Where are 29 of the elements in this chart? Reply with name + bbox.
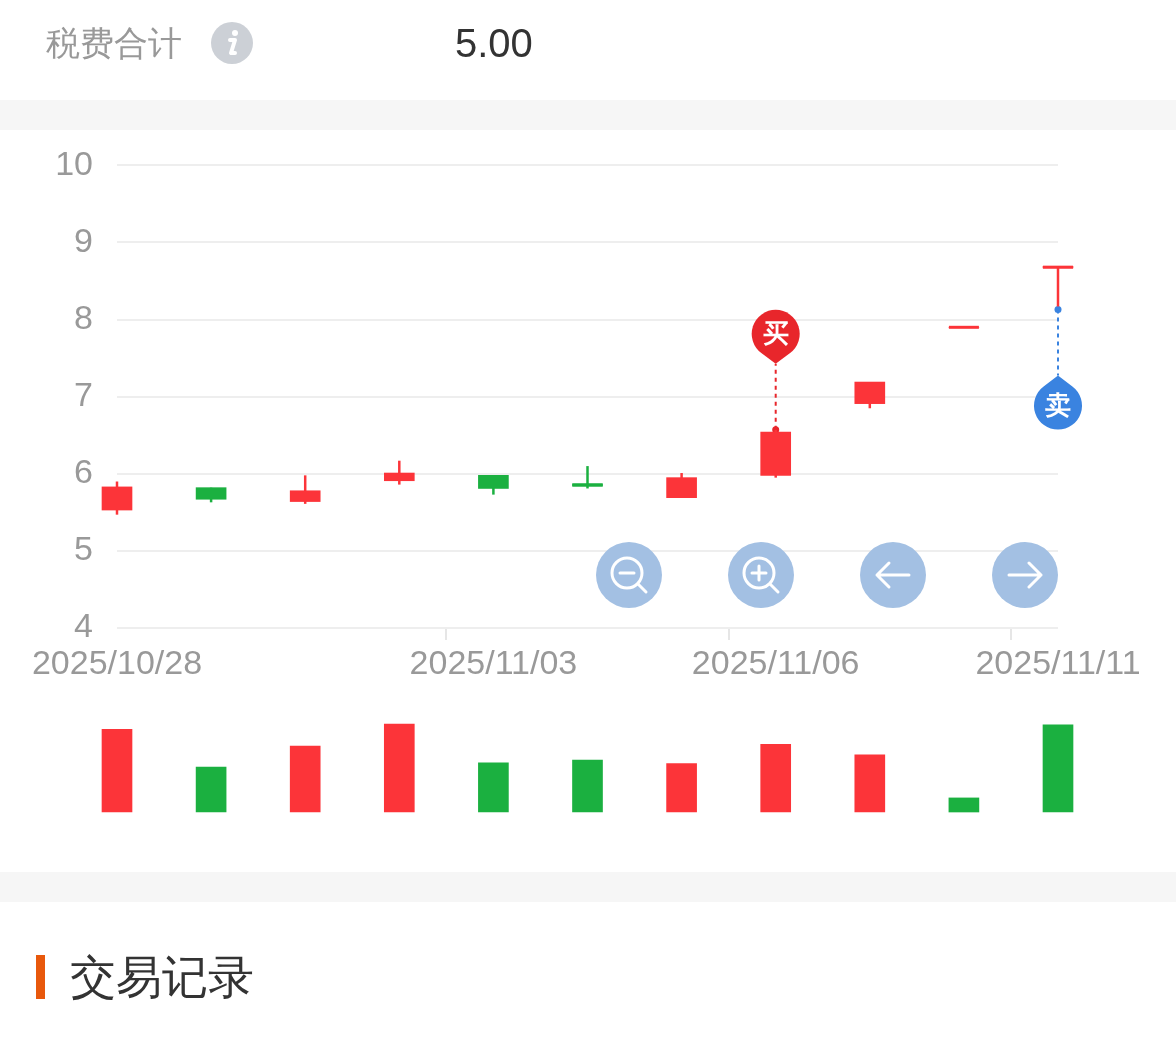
bar xyxy=(101,728,133,813)
bar xyxy=(666,763,697,813)
candlestick xyxy=(572,464,603,490)
bar xyxy=(948,797,980,813)
bar xyxy=(1042,724,1074,813)
x-tick-label: 2025/11/06 xyxy=(691,642,860,681)
x-tick-label: 2025/11/03 xyxy=(409,642,578,681)
y-tick-label: 5 xyxy=(74,529,93,568)
y-tick-label: 10 xyxy=(55,143,93,182)
candlestick xyxy=(383,459,415,486)
text: 税费合计 xyxy=(46,23,182,64)
y-tick-label: 7 xyxy=(74,375,93,414)
x-tick-label: 2025/10/28 xyxy=(31,642,203,681)
bar xyxy=(760,743,792,813)
text: 交易记录 xyxy=(70,950,254,1005)
bar xyxy=(195,766,227,813)
y-tick-label: 9 xyxy=(74,220,93,259)
bar xyxy=(478,762,509,813)
y-tick-label: 8 xyxy=(74,297,93,336)
bar xyxy=(383,723,415,813)
bar xyxy=(572,759,603,813)
bar xyxy=(854,754,886,813)
bar xyxy=(289,745,321,813)
x-tick-label: 2025/11/11 xyxy=(975,642,1141,681)
annotation: 卖 xyxy=(1045,389,1071,420)
y-tick-label: 6 xyxy=(74,452,93,491)
y-tick-label: 4 xyxy=(74,606,93,645)
annotation: 买 xyxy=(762,318,789,349)
text: 5.00 xyxy=(455,20,533,67)
